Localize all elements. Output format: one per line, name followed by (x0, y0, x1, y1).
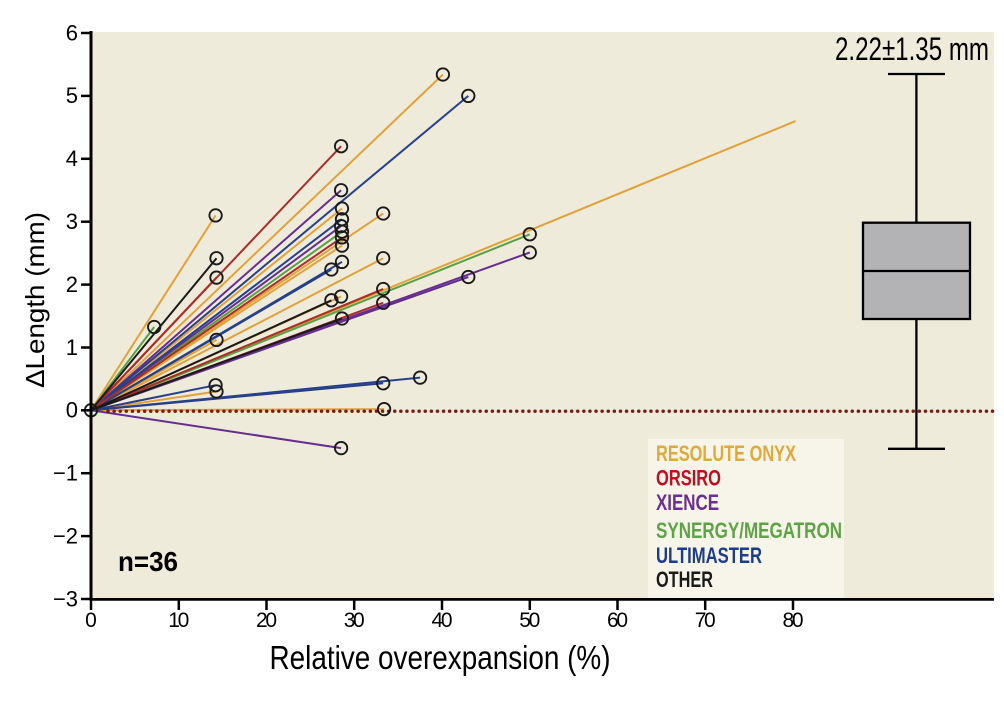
svg-text:3: 3 (66, 209, 78, 234)
svg-text:5: 5 (66, 83, 78, 108)
svg-text:XIENCE: XIENCE (656, 490, 719, 515)
svg-text:−1: −1 (53, 461, 78, 486)
svg-text:RESOLUTE ONYX: RESOLUTE ONYX (656, 441, 796, 466)
svg-text:Relative overexpansion (%): Relative overexpansion (%) (270, 639, 611, 676)
svg-text:2: 2 (66, 272, 78, 297)
svg-text:ORSIRO: ORSIRO (656, 466, 721, 491)
svg-text:50: 50 (519, 609, 540, 632)
svg-text:4: 4 (66, 146, 78, 171)
svg-text:OTHER: OTHER (656, 567, 713, 592)
svg-text:20: 20 (256, 609, 277, 632)
svg-text:ΔLength (mm): ΔLength (mm) (20, 212, 50, 388)
svg-text:70: 70 (695, 609, 716, 632)
svg-text:0: 0 (66, 398, 78, 423)
svg-text:40: 40 (432, 609, 453, 632)
svg-text:10: 10 (168, 609, 189, 632)
svg-text:1: 1 (66, 335, 78, 360)
svg-text:SYNERGY/MEGATRON: SYNERGY/MEGATRON (656, 518, 842, 543)
svg-text:6: 6 (66, 20, 78, 45)
svg-text:−2: −2 (53, 523, 78, 548)
svg-text:ULTIMASTER: ULTIMASTER (656, 543, 762, 568)
svg-text:2.22±1.35 mm: 2.22±1.35 mm (835, 31, 989, 67)
svg-text:0: 0 (85, 609, 97, 632)
svg-text:30: 30 (344, 609, 365, 632)
svg-text:n=36: n=36 (118, 546, 178, 577)
svg-text:60: 60 (607, 609, 628, 632)
svg-text:−3: −3 (53, 586, 78, 611)
svg-text:80: 80 (783, 609, 804, 632)
